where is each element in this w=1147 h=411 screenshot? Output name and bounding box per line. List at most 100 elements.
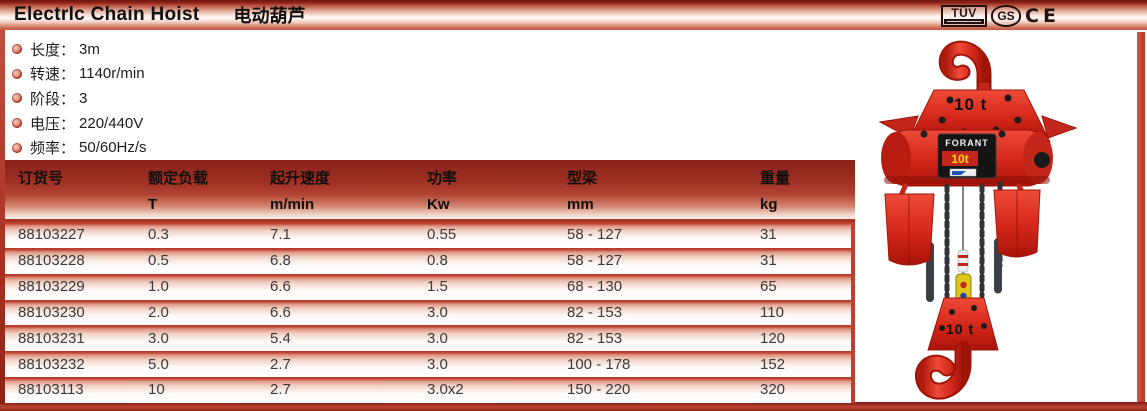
page-title-zh: 电动葫芦 xyxy=(233,6,306,26)
hoist-body xyxy=(881,129,1053,187)
certification-marks: TÜV GS CE xyxy=(941,4,1060,28)
table-body: 88103227 0.3 7.1 0.55 58 - 127 31 881032… xyxy=(5,222,855,403)
cell-rated-load: 2.0 xyxy=(148,303,169,321)
gs-logo-icon: GS xyxy=(991,5,1021,27)
right-frame-bar xyxy=(1137,32,1145,404)
spec-value: 3 xyxy=(79,89,88,107)
cell-weight: 65 xyxy=(760,278,777,296)
spec-label: 频率： xyxy=(30,140,76,158)
ce-logo-icon: CE xyxy=(1025,5,1060,27)
col-order-no: 订货号 xyxy=(18,170,64,187)
spec-item-length: 长度： 3m xyxy=(12,37,147,62)
left-frame-bar xyxy=(0,30,5,403)
cell-beam: 100 - 178 xyxy=(567,355,631,373)
spec-list: 长度： 3m 转速： 1140r/min 阶段： 3 电压： 220/440V … xyxy=(12,37,147,160)
cell-order-no: 88103228 xyxy=(18,252,85,270)
tuv-bar xyxy=(944,19,984,24)
bullet-icon xyxy=(12,68,22,79)
bullet-icon xyxy=(12,142,22,153)
tuv-logo-icon: TÜV xyxy=(941,5,987,27)
cell-weight: 320 xyxy=(760,381,786,399)
cell-weight: 110 xyxy=(760,303,784,321)
spec-label: 转速： xyxy=(30,66,76,84)
cell-lifting-speed: 7.1 xyxy=(270,226,291,244)
capacity-label-top: 10 t xyxy=(954,95,987,114)
cell-weight: 120 xyxy=(760,329,786,347)
top-hook-icon xyxy=(938,40,992,100)
cell-lifting-speed: 6.6 xyxy=(270,303,291,321)
col-beam: 型梁 mm xyxy=(567,170,598,213)
gs-label: GS xyxy=(997,9,1015,23)
cell-order-no: 88103231 xyxy=(18,329,85,347)
spec-table: 订货号 额定负载 T 起升速度 m/min 功率 Kw 型梁 mm 重量 kg xyxy=(5,160,855,403)
page-title-en: Electrlc Chain Hoist xyxy=(14,4,200,25)
title-bar: Electrlc Chain Hoist 电动葫芦 TÜV GS CE xyxy=(0,0,1147,30)
cell-order-no: 88103229 xyxy=(18,278,85,296)
table-row: 88103228 0.5 6.8 0.8 58 - 127 31 xyxy=(5,247,855,274)
chain-bucket-left xyxy=(884,183,935,266)
cell-lifting-speed: 5.4 xyxy=(270,329,291,347)
spec-label: 阶段： xyxy=(30,90,76,108)
bottom-block: 10 t xyxy=(927,297,999,351)
table-row: 88103230 2.0 6.6 3.0 82 - 153 110 xyxy=(5,299,855,326)
cell-weight: 31 xyxy=(760,226,777,244)
cell-beam: 58 - 127 xyxy=(567,252,623,270)
cell-beam: 58 - 127 xyxy=(567,226,623,244)
product-image-chain-hoist: 10 t FORANT 10t xyxy=(872,34,1134,404)
cell-rated-load: 1.0 xyxy=(148,278,169,296)
spec-label: 长度： xyxy=(30,41,76,59)
table-row: 88103227 0.3 7.1 0.55 58 - 127 31 xyxy=(5,222,855,248)
col-weight: 重量 kg xyxy=(760,170,791,213)
cell-beam: 150 - 220 xyxy=(567,381,631,399)
bottom-frame-bar xyxy=(0,402,1147,411)
cell-rated-load: 0.5 xyxy=(148,252,169,270)
cell-weight: 152 xyxy=(760,355,786,373)
cell-power: 3.0 xyxy=(427,355,448,373)
spec-item-voltage: 电压： 220/440V xyxy=(12,111,147,136)
spec-value: 1140r/min xyxy=(79,65,145,83)
cell-beam: 82 - 153 xyxy=(567,303,623,321)
cell-power: 0.8 xyxy=(427,252,448,270)
brand-plate: FORANT 10t xyxy=(937,133,997,179)
suspension-bracket: 10 t xyxy=(878,89,1078,143)
cell-weight: 31 xyxy=(760,252,777,270)
cell-rated-load: 0.3 xyxy=(148,226,169,244)
table-header-row: 订货号 额定负载 T 起升速度 m/min 功率 Kw 型梁 mm 重量 kg xyxy=(5,160,855,222)
cell-lifting-speed: 6.6 xyxy=(270,278,291,296)
bottom-hook-icon xyxy=(915,341,972,400)
cell-power: 3.0x2 xyxy=(427,381,464,399)
cell-lifting-speed: 6.8 xyxy=(270,252,291,270)
cell-rated-load: 5.0 xyxy=(148,355,169,373)
table-row: 88103113 10 2.7 3.0x2 150 - 220 320 xyxy=(5,377,855,403)
tuv-label: TÜV xyxy=(951,6,977,20)
table-row: 88103231 3.0 5.4 3.0 82 - 153 120 xyxy=(5,325,855,352)
col-rated-load: 额定负载 T xyxy=(148,170,209,213)
spec-item-speed: 转速： 1140r/min xyxy=(12,62,147,87)
spec-value: 50/60Hz/s xyxy=(79,139,147,157)
bullet-icon xyxy=(12,118,22,129)
cell-power: 3.0 xyxy=(427,329,448,347)
table-row: 88103229 1.0 6.6 1.5 68 - 130 65 xyxy=(5,273,855,300)
spec-label: 电压： xyxy=(30,115,76,133)
cell-power: 1.5 xyxy=(427,278,448,296)
cell-beam: 82 - 153 xyxy=(567,329,623,347)
col-lifting-speed: 起升速度 m/min xyxy=(270,170,331,213)
spec-value: 220/440V xyxy=(79,114,144,132)
cell-rated-load: 10 xyxy=(148,381,165,399)
cell-power: 0.55 xyxy=(427,226,457,244)
cell-beam: 68 - 130 xyxy=(567,278,623,296)
cell-rated-load: 3.0 xyxy=(148,329,169,347)
brand-label: FORANT xyxy=(945,138,989,148)
cell-lifting-speed: 2.7 xyxy=(270,381,291,399)
capacity-label-body: 10t xyxy=(951,152,968,166)
chain-bucket-right xyxy=(993,182,1041,258)
cell-order-no: 88103227 xyxy=(18,226,85,244)
col-power: 功率 Kw xyxy=(427,170,458,213)
bullet-icon xyxy=(12,93,22,104)
cell-order-no: 88103113 xyxy=(18,381,84,399)
spec-item-frequency: 频率： 50/60Hz/s xyxy=(12,135,147,160)
capacity-label-bottom: 10 t xyxy=(946,321,974,337)
table-row: 88103232 5.0 2.7 3.0 100 - 178 152 xyxy=(5,351,855,378)
spec-value: 3m xyxy=(79,40,100,58)
